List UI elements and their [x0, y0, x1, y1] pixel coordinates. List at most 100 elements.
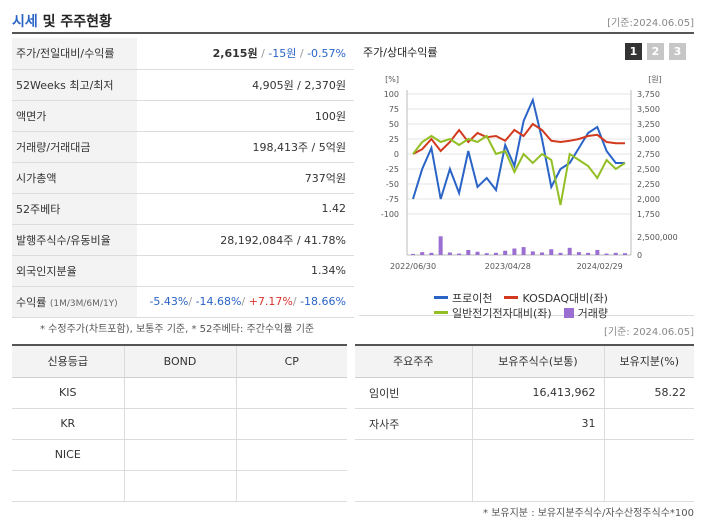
table-row [12, 470, 347, 501]
credit-agency: KIS [12, 377, 124, 408]
right-tick-label: 3,000 [637, 135, 660, 144]
volume-bar [494, 253, 498, 255]
chart-panel: 주가/상대수익률 1 2 3 100 3,750 75 3,500 50 3,250 25 3… [359, 38, 694, 316]
price-row: 액면가 100원 [12, 100, 354, 131]
holders-header-name: 주요주주 [355, 345, 472, 377]
foreign-ratio-label: 외국인지분율 [12, 255, 137, 286]
price-row: 외국인지분율 1.34% [12, 255, 354, 286]
return-3m: -14.68% [196, 295, 242, 308]
legend-sector-label: 일반전기전자대비(좌) [452, 305, 552, 321]
volume-bar [558, 253, 562, 255]
returns-label: 수익률 (1M/3M/6M/1Y) [12, 286, 137, 317]
credit-cp [236, 408, 347, 439]
credit-cp [236, 439, 347, 470]
table-row: KIS [12, 377, 347, 408]
volume-bar [411, 254, 415, 255]
legend-price: 프로이천 [434, 290, 492, 305]
holder-shares: 16,413,962 [472, 377, 604, 408]
table-row: NICE [12, 439, 347, 470]
left-tick-label: -50 [386, 180, 399, 189]
price-note: * 수정주가(차트포함), 보통주 기준, * 52주베타: 주간수익률 기준 [40, 320, 314, 335]
volume-bar [614, 253, 618, 255]
section-title-highlight: 시세 [12, 14, 38, 30]
foreign-ratio-value: 1.34% [137, 255, 354, 286]
separator: / [188, 295, 195, 308]
holders-date: [기준: 2024.06.05] [604, 323, 694, 338]
right-tick-label: 2,750 [637, 150, 660, 159]
price-row: 52주베타 1.42 [12, 193, 354, 224]
holder-ratio [604, 408, 694, 439]
beta-value: 1.42 [137, 193, 354, 224]
volume-bar [577, 252, 581, 255]
right-tick-label: 2,250 [637, 180, 660, 189]
legend-sector: 일반전기전자대비(좌) [434, 305, 552, 320]
left-tick-label: 75 [389, 105, 399, 114]
volume-bar [512, 249, 516, 255]
beta-label: 52주베타 [12, 193, 137, 224]
table-row: KR [12, 408, 347, 439]
legend-volume: 거래량 [564, 305, 608, 320]
return-1m: -5.43% [149, 295, 188, 308]
week52-label: 52Weeks 최고/최저 [12, 69, 137, 100]
volume-bar [595, 250, 599, 255]
volume-bar [605, 254, 609, 255]
par-value-label: 액면가 [12, 100, 137, 131]
credit-header-rating: 신용등급 [12, 345, 124, 377]
volume-bar [466, 250, 470, 255]
left-tick-label: 25 [389, 135, 399, 144]
volume-bar [429, 253, 433, 255]
legend-line-icon [434, 311, 448, 314]
table-row [355, 439, 694, 501]
right-tick-label: 3,750 [637, 90, 660, 99]
holder-shares: 31 [472, 408, 604, 439]
par-value: 100원 [137, 100, 354, 131]
x-tick-label: 2023/04/28 [485, 262, 531, 271]
left-tick-label: -100 [381, 210, 399, 219]
credit-header-row: 신용등급 BOND CP [12, 345, 347, 377]
holder-name: 자사주 [355, 408, 472, 439]
current-price: 2,615원 [213, 47, 258, 60]
left-tick-label: 100 [384, 90, 399, 99]
volume-bar [485, 253, 489, 255]
holders-note: * 보유지분 : 보유지분주식수/자수산정주식수*100 [483, 504, 694, 519]
volume-bar [448, 252, 452, 255]
section-header: 시세 및 주주현황 [기준:2024.06.05] [12, 8, 694, 34]
return-6m: +7.17% [249, 295, 293, 308]
separator: / [242, 295, 249, 308]
right-tick-label: 3,250 [637, 120, 660, 129]
shares-label: 발행주식수/유동비율 [12, 224, 137, 255]
left-axis-label: [%] [385, 75, 399, 84]
credit-bond [124, 408, 236, 439]
holders-header-shares: 보유주식수(보통) [472, 345, 604, 377]
price-row: 수익률 (1M/3M/6M/1Y) -5.43%/ -14.68%/ +7.17… [12, 286, 354, 317]
credit-rating-table: 신용등급 BOND CP KIS KR NICE [12, 344, 347, 502]
legend-bar-icon [564, 308, 574, 318]
volume-bar [420, 252, 424, 255]
credit-cp [236, 377, 347, 408]
price-chart: 100 3,750 75 3,500 50 3,250 25 3,000 0 2,750 -25 2,… [359, 38, 694, 288]
empty-cell [472, 439, 604, 501]
major-holders-table: 주요주주 보유주식수(보통) 보유지분(%) 임이빈 16,413,962 58… [355, 344, 694, 502]
volume-bar [568, 248, 572, 255]
empty-cell [604, 439, 694, 501]
x-tick-label: 2022/06/30 [390, 262, 436, 271]
volume-bar [549, 249, 553, 255]
volume-tick-label: 2,500,000 [637, 233, 678, 242]
volume-bar [457, 254, 461, 255]
legend-price-label: 프로이천 [452, 290, 492, 306]
volume-bar [522, 247, 526, 255]
right-tick-label: 2,000 [637, 195, 660, 204]
price-label: 주가/전일대비/수익률 [12, 38, 137, 69]
legend-kosdaq: KOSDAQ대비(좌) [504, 290, 607, 305]
returns-period: (1M/3M/6M/1Y) [50, 299, 118, 309]
separator: / [296, 47, 307, 60]
left-tick-label: -25 [386, 165, 399, 174]
price-row: 52Weeks 최고/최저 4,905원 / 2,370원 [12, 69, 354, 100]
returns-label-text: 수익률 [16, 296, 46, 309]
credit-header-cp: CP [236, 345, 347, 377]
legend-line-icon [504, 296, 518, 299]
credit-agency: NICE [12, 439, 124, 470]
price-change: -15원 [268, 47, 296, 60]
volume-bar [623, 253, 627, 255]
volume-bar [439, 236, 443, 255]
